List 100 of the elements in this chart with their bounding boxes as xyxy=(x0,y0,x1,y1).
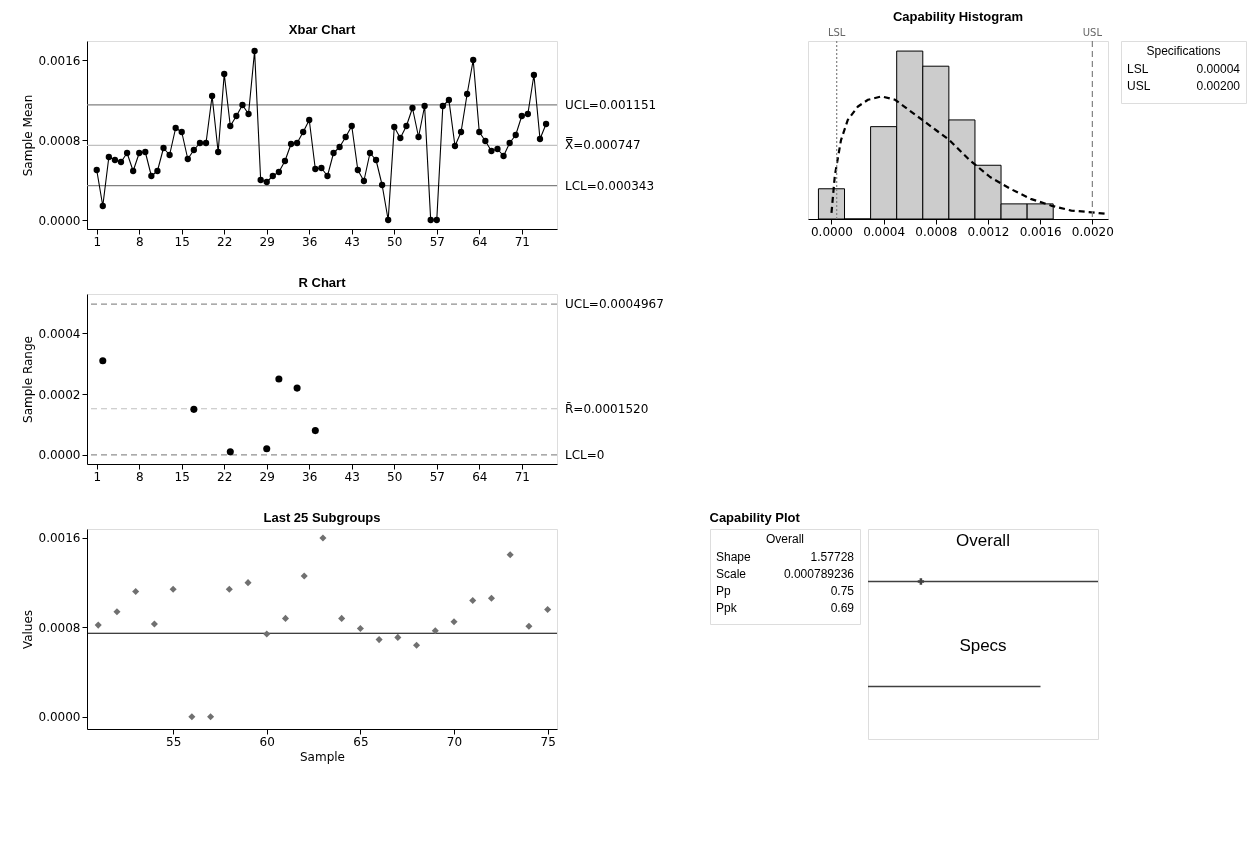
x-tick-label: 50 xyxy=(387,234,403,249)
x-tick-label: 64 xyxy=(472,234,488,249)
text: Specifications xyxy=(1146,44,1221,58)
text: Shape xyxy=(716,550,752,564)
point xyxy=(132,588,140,596)
text: LSL xyxy=(1127,62,1149,76)
text: 0.000789236 xyxy=(783,567,855,581)
point xyxy=(263,445,271,453)
chart-title: R Chart xyxy=(298,275,347,290)
y-tick-label: 0.0008 xyxy=(38,620,81,635)
chart-title: Last 25 Subgroups xyxy=(263,510,381,525)
point xyxy=(311,427,319,435)
ref-line-label: R̄=0.0001520 xyxy=(565,401,649,416)
text: Scale xyxy=(716,567,747,581)
x-tick-label: 50 xyxy=(387,469,403,484)
point xyxy=(544,605,552,613)
point xyxy=(413,641,421,649)
y-tick-label: 0.0000 xyxy=(38,710,81,725)
x-tick-label: 22 xyxy=(217,469,233,484)
point xyxy=(356,624,364,632)
x-tick-label: 8 xyxy=(135,469,144,484)
x-tick-label: 29 xyxy=(259,234,275,249)
text: Overall xyxy=(765,532,805,546)
point xyxy=(338,614,346,622)
x-tick-label: 0.0004 xyxy=(863,224,906,239)
x-tick-label: 1 xyxy=(93,469,102,484)
y-tick-label: 0.0000 xyxy=(38,213,81,228)
x-tick-label: 36 xyxy=(302,234,318,249)
point xyxy=(319,534,327,542)
y-tick-label: 0.0002 xyxy=(38,387,81,402)
x-tick-label: 43 xyxy=(344,469,360,484)
point xyxy=(275,375,283,383)
text: USL xyxy=(1127,79,1151,93)
point xyxy=(225,585,233,593)
point xyxy=(375,636,383,644)
x-tick-label: 57 xyxy=(429,234,445,249)
point xyxy=(113,608,121,616)
x-tick-label: 55 xyxy=(165,734,182,749)
ref-line-label: LSL xyxy=(827,27,846,38)
y-tick-label: 0.0004 xyxy=(38,326,81,341)
x-tick-label: 60 xyxy=(259,734,275,749)
x-tick-label: 1 xyxy=(93,234,102,249)
text: 0.69 xyxy=(830,601,855,615)
text: 0.75 xyxy=(830,584,855,598)
ref-line-label: UCL=0.001151 xyxy=(565,97,657,112)
x-tick-label: 0.0020 xyxy=(1071,224,1114,239)
point xyxy=(506,551,514,559)
y-tick-label: 0.0000 xyxy=(38,448,81,463)
x-tick-label: 22 xyxy=(217,234,233,249)
y-tick-label: 0.0008 xyxy=(38,133,81,148)
point xyxy=(169,585,177,593)
text: 1.57728 xyxy=(810,550,855,564)
x-tick-label: 0.0012 xyxy=(967,224,1010,239)
point xyxy=(244,579,252,587)
y-axis-title: Sample Mean xyxy=(20,94,35,177)
text: Pp xyxy=(716,584,731,598)
x-tick-label: 36 xyxy=(302,469,318,484)
point xyxy=(431,627,439,635)
y-tick-label: 0.0016 xyxy=(38,53,81,68)
ref-line-label: LCL=0 xyxy=(565,447,605,462)
x-tick-label: 8 xyxy=(135,234,144,249)
x-tick-label: 64 xyxy=(472,469,488,484)
y-axis-title: Values xyxy=(20,609,35,650)
x-tick-label: 0.0008 xyxy=(915,224,958,239)
ref-line-label: UCL=0.0004967 xyxy=(565,297,664,312)
point xyxy=(94,621,102,629)
point xyxy=(190,405,198,413)
point xyxy=(188,713,196,721)
x-tick-label: 75 xyxy=(540,734,556,749)
x-tick-label: 43 xyxy=(344,234,360,249)
x-tick-label: 0.0016 xyxy=(1019,224,1062,239)
point xyxy=(487,594,495,602)
point xyxy=(150,620,158,628)
text: Capability Plot xyxy=(709,509,801,525)
y-tick-label: Specs xyxy=(959,636,1007,655)
y-axis-title: Sample Range xyxy=(20,336,35,423)
point xyxy=(525,622,533,630)
x-tick-label: 70 xyxy=(446,734,463,749)
x-tick-label: 15 xyxy=(174,234,190,249)
x-axis-title: Sample xyxy=(300,749,345,764)
x-tick-label: 0.0000 xyxy=(810,224,853,239)
point xyxy=(226,448,234,456)
x-tick-label: 65 xyxy=(353,734,369,749)
text: 0.00200 xyxy=(1196,79,1241,93)
point xyxy=(300,572,308,580)
y-tick-label: 0.0016 xyxy=(38,531,81,546)
chart-title: Capability Histogram xyxy=(892,9,1024,24)
x-tick-label: 57 xyxy=(429,469,445,484)
point xyxy=(207,713,215,721)
text: Ppk xyxy=(716,601,738,615)
ref-line-label: USL xyxy=(1082,27,1103,38)
point xyxy=(293,384,301,392)
point xyxy=(263,630,271,638)
x-tick-label: 71 xyxy=(514,234,530,249)
text: 0.00004 xyxy=(1196,62,1241,76)
ref-line-label: X̿=0.000747 xyxy=(565,137,641,153)
x-tick-label: 15 xyxy=(174,469,190,484)
x-tick-label: 29 xyxy=(259,469,275,484)
point xyxy=(281,614,290,622)
point xyxy=(99,357,107,365)
